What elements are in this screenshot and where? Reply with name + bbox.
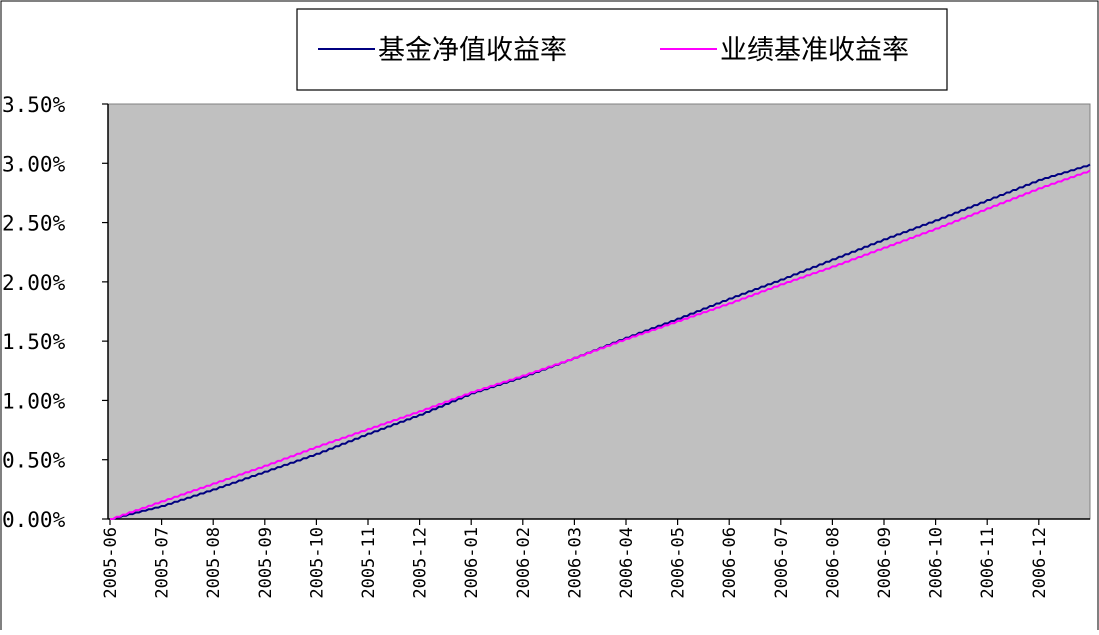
y-tick-label: 1.50% [2, 330, 66, 354]
x-tick-label: 2006-11 [978, 527, 998, 599]
y-tick-label: 2.50% [2, 212, 66, 236]
x-tick-label: 2005-06 [101, 527, 121, 599]
series-line-benchmark [110, 169, 1091, 520]
x-tick-label: 2005-10 [307, 527, 327, 599]
x-tick-label: 2006-08 [823, 527, 843, 599]
x-tick-label: 2006-04 [617, 527, 637, 599]
y-tick-label: 3.50% [2, 93, 66, 117]
x-tick-label: 2005-11 [359, 527, 379, 599]
x-tick-label: 2006-07 [772, 527, 792, 599]
x-tick-label: 2006-12 [1030, 527, 1050, 599]
x-tick-label: 2005-07 [153, 527, 173, 599]
x-tick-label: 2006-06 [720, 527, 740, 599]
x-tick-label: 2006-09 [875, 527, 895, 599]
legend: 基金净值收益率 业绩基准收益率 [296, 8, 948, 91]
x-axis: 2005-06 2005-07 2005-08 2005-09 2005-10 2005-… [101, 518, 1090, 599]
x-tick-label: 2005-09 [256, 527, 276, 599]
legend-box [296, 8, 948, 91]
x-tick-label: 2005-08 [204, 527, 224, 599]
x-tick-label: 2006-03 [565, 527, 585, 599]
y-tick-label: 0.50% [2, 449, 66, 473]
x-tick-label: 2006-05 [669, 527, 689, 599]
legend-label-benchmark: 业绩基准收益率 [720, 35, 909, 66]
y-axis: 0.00% 0.50% 1.00% 1.50% 2.00% 2.50% 3.00% 3.50% [2, 93, 109, 532]
x-tick-label: 2006-02 [514, 527, 534, 599]
x-tick-label: 2005-12 [411, 527, 431, 599]
legend-label-fund: 基金净值收益率 [378, 35, 567, 66]
y-tick-label: 3.00% [2, 152, 66, 176]
series-layer [110, 163, 1091, 520]
y-tick-label: 0.00% [2, 508, 66, 532]
plot-area [107, 103, 1091, 520]
y-tick-label: 1.00% [2, 389, 66, 413]
y-tick-label: 2.00% [2, 271, 66, 295]
x-tick-label: 2006-10 [927, 527, 947, 599]
x-tick-label: 2006-01 [462, 527, 482, 599]
